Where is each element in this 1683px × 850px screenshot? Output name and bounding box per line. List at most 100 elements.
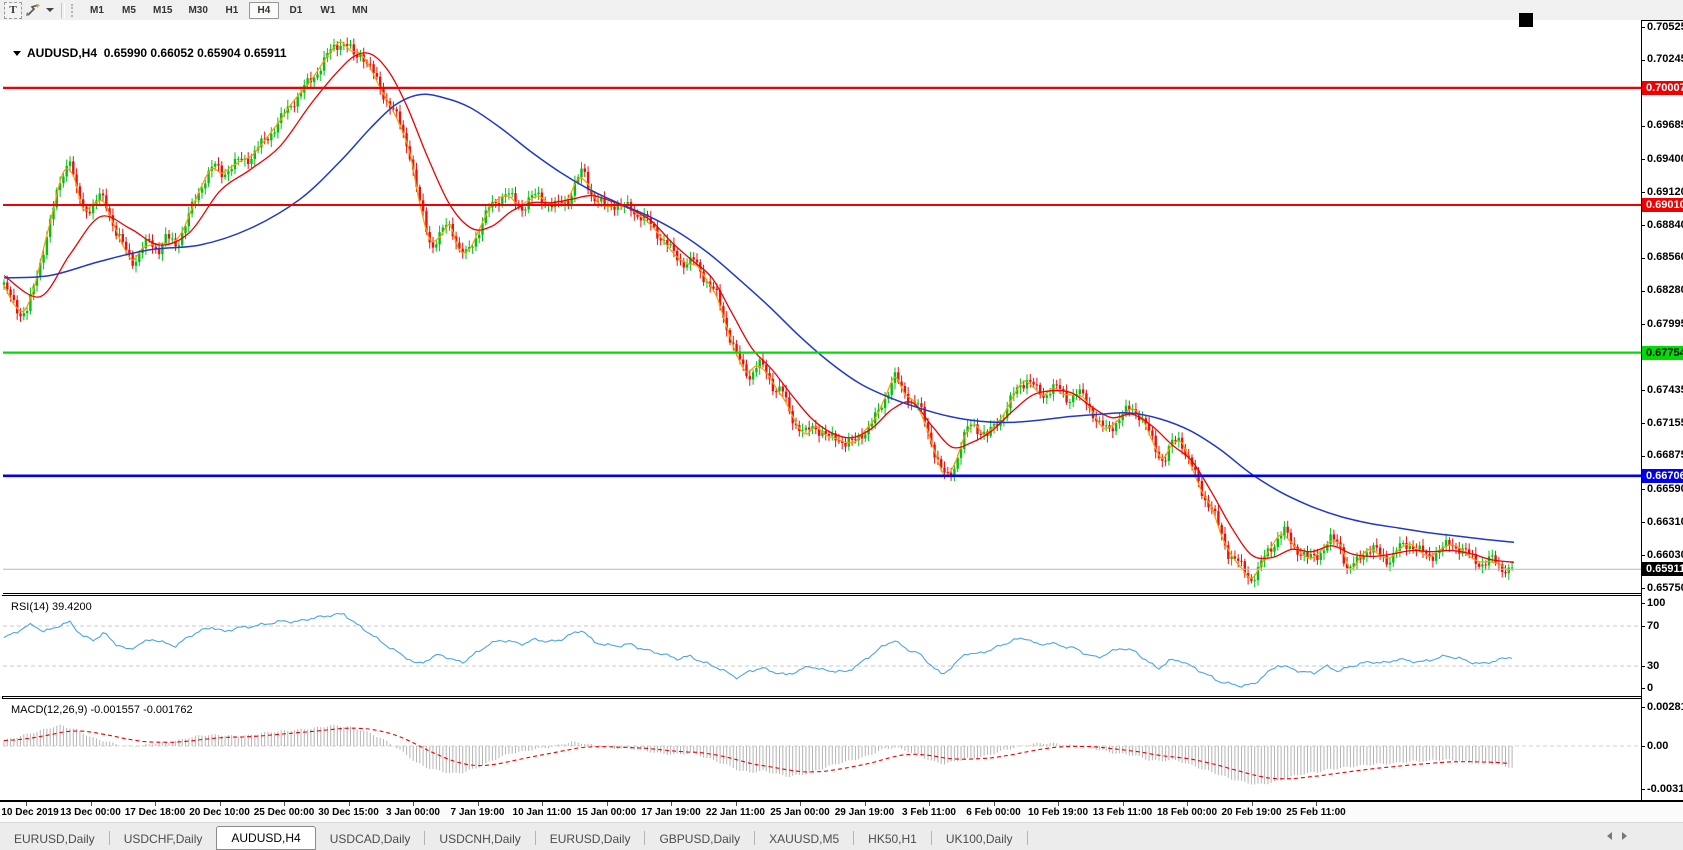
time-tick	[864, 802, 866, 806]
time-axis-label: 22 Jan 11:00	[706, 807, 765, 818]
time-tick	[413, 802, 414, 806]
axis-tick	[1641, 555, 1645, 557]
symbol-period-label: AUDUSD,H4	[27, 46, 98, 60]
axis-tick	[1641, 125, 1645, 127]
time-axis-label: 20 Feb 19:00	[1221, 807, 1282, 818]
macd-canvas[interactable]	[0, 699, 1641, 800]
chart-tab-eurusd-daily[interactable]: EURUSD,Daily	[14, 831, 95, 846]
time-axis-label: 30 Dec 15:00	[318, 807, 379, 818]
axis-tick-label: 0.68840	[1647, 218, 1683, 231]
time-axis-label: 10 Dec 2019	[1, 807, 59, 818]
chart-tab-audusd-h4[interactable]: AUDUSD,H4	[216, 826, 316, 850]
timeframe-button-m30[interactable]: M30	[188, 4, 208, 16]
time-axis: 10 Dec 2019 13 Dec 00:00 17 Dec 18:00 20 De…	[0, 802, 1683, 822]
axis-tick	[1641, 789, 1645, 790]
top-toolbar: T M1 M5 M15 M30 H1 H4 D1 W1 MN	[0, 0, 1683, 20]
chart-tab-hk50-h1[interactable]: HK50,H1	[868, 831, 917, 846]
chart-tab-gbpusd-daily[interactable]: GBPUSD,Daily	[659, 831, 741, 846]
timeframe-button-d1[interactable]: D1	[289, 4, 303, 16]
macd-signal-line	[3, 727, 1509, 780]
axis-tick-label: 0.66875	[1647, 449, 1683, 462]
time-tick	[1316, 802, 1317, 806]
axis-tick-label: 0.002817	[1647, 700, 1683, 713]
price-axis: 0.705250.702450.699650.696850.694000.691…	[1641, 0, 1683, 802]
time-axis-label: 7 Jan 19:00	[450, 807, 505, 818]
candles	[2, 37, 1514, 588]
price-chart-canvas[interactable]	[0, 20, 1641, 595]
tabs-scroll-right-icon[interactable]	[1622, 832, 1627, 840]
time-tick	[993, 802, 995, 806]
dropdown-caret-icon[interactable]	[46, 8, 54, 12]
time-axis-label: 25 Feb 11:00	[1286, 807, 1346, 818]
axis-tick-label: 0.70245	[1647, 53, 1683, 66]
chart-tab-usdchf-daily[interactable]: USDCHF,Daily	[123, 831, 203, 846]
rsi-line	[3, 612, 1513, 688]
time-tick	[1058, 802, 1059, 806]
axis-tick	[1641, 192, 1645, 194]
tabs-scroll-left-icon[interactable]	[1607, 832, 1612, 840]
axis-tick-label: 0	[1647, 681, 1654, 694]
price-level-chip: 0.69010	[1642, 198, 1683, 212]
axis-tick-label: 0.69685	[1647, 119, 1683, 132]
axis-tick-label: 0.67435	[1647, 383, 1683, 396]
text-tool-button[interactable]: T	[4, 1, 22, 19]
time-tick	[800, 802, 801, 806]
axis-tick-label: 0.00	[1647, 739, 1669, 752]
time-tick	[284, 802, 285, 806]
tab-separator	[853, 831, 855, 845]
timeframe-button-m5[interactable]: M5	[122, 4, 136, 16]
timeframe-button-m1[interactable]: M1	[90, 4, 104, 16]
axis-tick	[1641, 324, 1645, 326]
chart-tab-usdcnh-daily[interactable]: USDCNH,Daily	[439, 831, 521, 846]
ma-fast-line	[3, 41, 1510, 579]
timeframe-button-m15[interactable]: M15	[153, 4, 173, 16]
rsi-canvas[interactable]	[0, 596, 1641, 696]
axis-tick	[1641, 59, 1645, 61]
axis-tick	[1641, 522, 1645, 524]
timeframe-button-w1[interactable]: W1	[320, 4, 336, 16]
timeframe-button-mn[interactable]: MN	[352, 4, 368, 16]
axis-tick-label: 100	[1647, 596, 1666, 609]
axis-tick	[1641, 257, 1645, 259]
axis-tick	[1641, 489, 1645, 491]
axis-tick	[1641, 707, 1645, 708]
timeframe-button-h1[interactable]: H1	[225, 4, 239, 16]
axis-tick	[1641, 290, 1645, 292]
rsi-indicator-label: RSI(14) 39.4200	[11, 601, 92, 613]
axis-tick-label: 0.69120	[1647, 185, 1683, 198]
chart-corner-marker	[1519, 13, 1533, 27]
tab-separator	[644, 831, 646, 845]
time-axis-label: 29 Jan 19:00	[834, 807, 895, 818]
chart-title: AUDUSD,H4 0.65990 0.66052 0.65904 0.6591…	[13, 46, 287, 60]
time-tick	[1187, 802, 1188, 806]
ma-mid-line	[3, 52, 1515, 563]
axis-tick	[1641, 688, 1645, 689]
timeframe-button-h4[interactable]: H4	[248, 1, 279, 19]
rsi-level-lines	[3, 625, 1641, 667]
time-axis-label: 25 Jan 00:00	[770, 807, 830, 818]
chart-tab-eurusd-daily[interactable]: EURUSD,Daily	[549, 831, 631, 846]
price-level-chip: 0.70007	[1642, 80, 1683, 95]
panel-splitter[interactable]	[3, 593, 1641, 594]
time-tick	[671, 802, 672, 806]
macd-histogram	[3, 724, 1513, 785]
chart-tab-uk100-daily[interactable]: UK100,Daily	[945, 831, 1013, 846]
horizontal-level-lines[interactable]	[3, 86, 1641, 570]
time-axis-label: 15 Jan 00:00	[576, 807, 637, 818]
time-axis-label: 17 Jan 19:00	[641, 807, 701, 818]
time-axis-label: 6 Feb 00:00	[966, 807, 1021, 818]
axis-tick-label: 0.66030	[1647, 548, 1683, 561]
chart-tab-xauusd-m5[interactable]: XAUUSD,M5	[769, 831, 840, 846]
objects-tool-icon[interactable]	[24, 3, 44, 18]
panel-splitter[interactable]	[3, 696, 1641, 697]
price-level-chip: 0.67754	[1642, 345, 1683, 360]
chart-bottom-border	[0, 800, 1683, 802]
chart-tab-usdcad-daily[interactable]: USDCAD,Daily	[329, 831, 411, 846]
price-level-chip: 0.66706	[1642, 468, 1683, 483]
axis-tick	[1641, 27, 1645, 28]
time-tick	[1251, 802, 1253, 806]
time-tick	[1122, 802, 1124, 806]
axis-tick	[1641, 603, 1645, 604]
panel-splitter[interactable]	[3, 595, 1641, 596]
panel-splitter[interactable]	[3, 698, 1641, 699]
